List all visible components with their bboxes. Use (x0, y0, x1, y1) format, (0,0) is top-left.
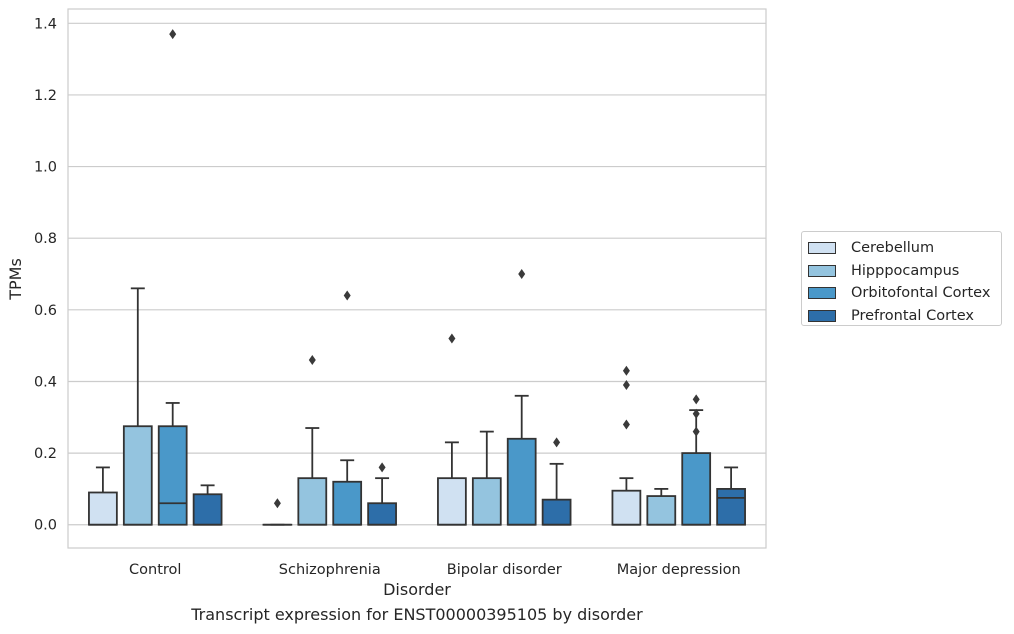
plot-frame (67, 8, 767, 549)
box-group (262, 498, 293, 526)
box (437, 477, 467, 526)
outlier-point (622, 380, 630, 391)
x-tick-label: Bipolar disorder (447, 562, 562, 578)
legend-item: Orbitofontal Cortex (808, 282, 1001, 305)
box-group (332, 290, 363, 526)
box-group (541, 437, 572, 526)
x-tick-label: Control (129, 562, 181, 578)
legend-item: Hipppocampus (808, 260, 1001, 283)
y-tick-labels: 0.0 0.2 0.4 0.6 0.8 1.0 1.2 1.4 (34, 16, 57, 533)
box-group (367, 462, 397, 526)
box (297, 477, 328, 526)
box-group (157, 29, 188, 526)
box-group (506, 269, 537, 526)
outlier-point (308, 354, 316, 365)
y-tick-label: 1.0 (34, 160, 57, 176)
outlier-point (273, 498, 281, 509)
box-group (646, 488, 677, 526)
box-group (192, 484, 223, 526)
outlier-point (378, 462, 386, 473)
box-group (716, 466, 746, 526)
box (716, 488, 746, 526)
box-group (437, 333, 467, 526)
legend-label: Cerebellum (851, 240, 935, 257)
box (506, 437, 537, 526)
box-group (297, 354, 328, 526)
x-tick-label: Major depression (617, 562, 741, 578)
outlier-point (692, 426, 700, 437)
outlier-point (518, 269, 526, 280)
legend-swatch (808, 264, 836, 277)
legend-swatch (808, 310, 836, 323)
outlier-point (622, 419, 630, 430)
box-group (122, 287, 153, 526)
outlier-point (343, 290, 351, 301)
outlier-point (692, 394, 700, 405)
box-group (88, 466, 118, 526)
legend-swatch (808, 287, 836, 300)
x-tick-label: Schizophrenia (279, 562, 381, 578)
box (88, 491, 118, 526)
box (541, 498, 572, 526)
legend-swatch (808, 242, 836, 255)
legend-label: Hipppocampus (851, 262, 960, 279)
outlier-point (692, 408, 700, 419)
outlier-point (622, 365, 630, 376)
box-group (681, 394, 712, 526)
box (122, 425, 153, 526)
figure-caption: Transcript expression for ENST0000039510… (191, 605, 643, 624)
outlier-point (553, 437, 561, 448)
legend-item: Prefrontal Cortex (808, 305, 1001, 328)
y-tick-label: 0.2 (34, 446, 57, 462)
box (332, 480, 363, 526)
legend-item: Cerebellum (808, 237, 1001, 260)
y-tick-label: 0.8 (34, 231, 57, 247)
box (646, 495, 677, 526)
box-group (611, 365, 642, 526)
y-axis-label: TPMs (6, 258, 25, 301)
box (471, 477, 502, 526)
y-tick-label: 1.2 (34, 88, 57, 104)
y-tick-label: 0.6 (34, 303, 57, 319)
box (157, 425, 188, 526)
x-axis-label: Disorder (383, 580, 451, 599)
box (367, 502, 397, 526)
box-group (471, 430, 502, 526)
outlier-point (448, 333, 456, 344)
y-tick-label: 0.0 (34, 518, 57, 534)
box (192, 493, 223, 526)
y-tick-label: 0.4 (34, 374, 57, 390)
box (611, 489, 642, 526)
x-tick-labels: Control Schizophrenia Bipolar disorder Majo… (129, 562, 741, 578)
outlier-point (169, 29, 177, 40)
box-groups (88, 29, 746, 526)
box (681, 452, 712, 526)
legend-label: Orbitofontal Cortex (851, 285, 991, 302)
legend: Cerebellum Hipppocampus Orbitofontal Corte… (801, 231, 1002, 326)
y-tick-label: 1.4 (34, 16, 57, 32)
legend-label: Prefrontal Cortex (851, 308, 974, 325)
